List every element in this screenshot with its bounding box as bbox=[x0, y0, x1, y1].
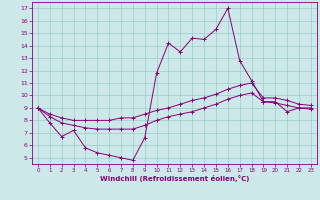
X-axis label: Windchill (Refroidissement éolien,°C): Windchill (Refroidissement éolien,°C) bbox=[100, 175, 249, 182]
